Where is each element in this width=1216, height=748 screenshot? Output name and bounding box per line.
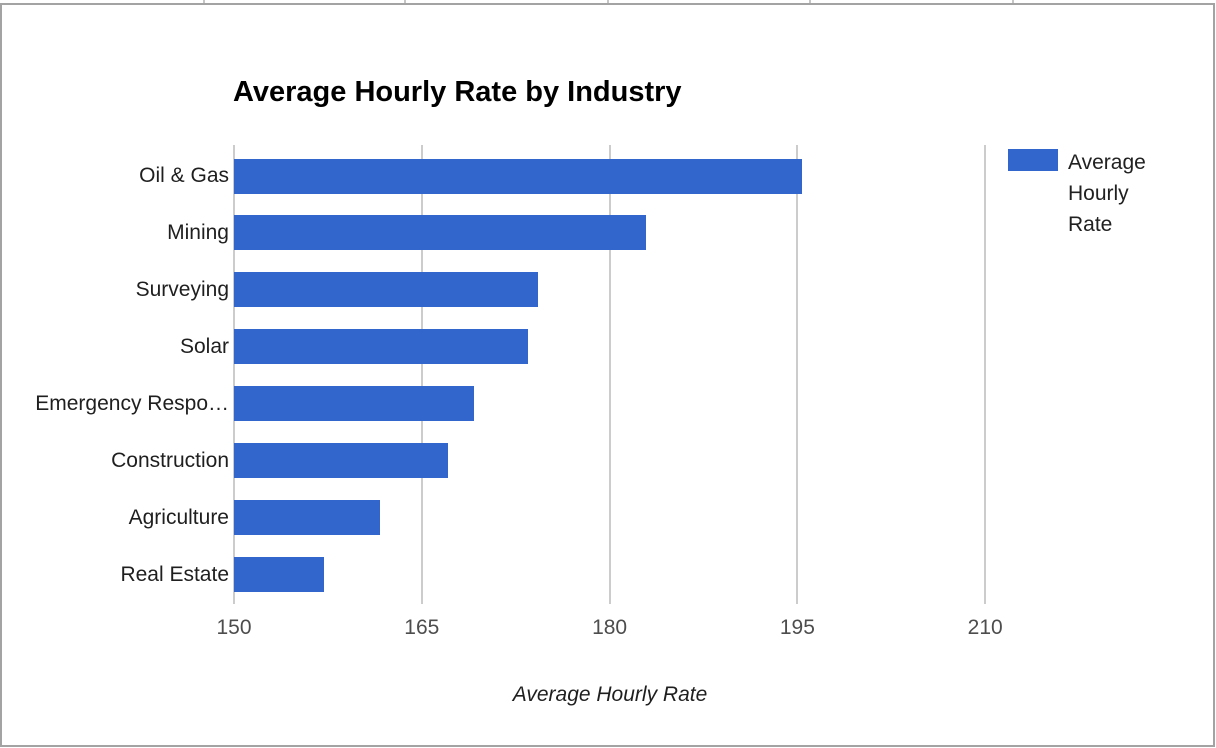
bar-construction[interactable] (234, 443, 449, 479)
x-tick-label-165: 165 (404, 616, 440, 639)
gridline-165 (420, 145, 423, 604)
gridline-150 (233, 145, 235, 604)
x-axis-title: Average Hourly Rate (512, 683, 708, 706)
bar-mining[interactable] (234, 215, 646, 251)
category-label-oil-gas: Oil & Gas (139, 164, 229, 187)
legend-swatch (1008, 149, 1058, 171)
chart-container[interactable] (0, 3, 1215, 747)
bar-solar[interactable] (234, 329, 529, 365)
gridline-180 (608, 145, 611, 604)
bar-agriculture[interactable] (234, 500, 381, 536)
gridline-210 (984, 145, 987, 604)
chart-title: Average Hourly Rate by Industry (233, 76, 682, 108)
legend-label: Average Hourly Rate (1068, 151, 1146, 236)
category-label-emergency-respo: Emergency Respo… (35, 391, 229, 415)
gridline-195 (796, 145, 799, 604)
bar-emergency-respo[interactable] (234, 386, 475, 422)
category-label-solar: Solar (179, 334, 229, 358)
category-label-surveying: Surveying (135, 277, 229, 301)
bar-real-estate[interactable] (234, 557, 325, 592)
category-label-mining: Mining (167, 220, 229, 244)
category-label-construction: Construction (111, 448, 229, 472)
x-tick-label-210: 210 (967, 616, 1003, 639)
bar-surveying[interactable] (234, 272, 539, 308)
category-label-real-estate: Real Estate (120, 562, 229, 586)
category-label-agriculture: Agriculture (128, 505, 229, 529)
x-tick-label-180: 180 (592, 616, 628, 639)
x-tick-label-195: 195 (779, 616, 815, 639)
x-tick-label-150: 150 (216, 616, 252, 639)
bar-oil-gas[interactable] (234, 158, 803, 194)
